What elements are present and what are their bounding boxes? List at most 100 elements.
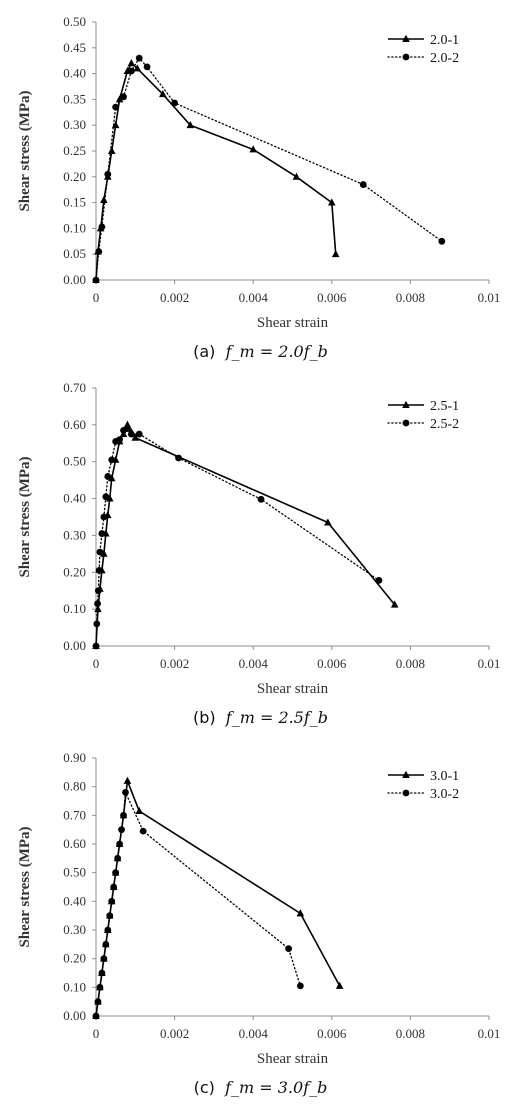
- caption-b-math: f_m = 2.5f_b: [225, 708, 329, 727]
- chart-a-series-2.0-2-point: [104, 170, 112, 178]
- chart-b-xtick-label: 0.004: [239, 656, 269, 671]
- chart-c-ytick-label: 0.00: [63, 1008, 86, 1023]
- chart-a-ytick-label: 0.20: [63, 169, 86, 184]
- chart-c-series-3.0-1-point: [123, 776, 132, 784]
- chart-b-x-axis-title: Shear strain: [257, 681, 329, 697]
- chart-a-series-2.0-1-point: [127, 59, 136, 67]
- chart-a-legend-marker-2.0-1: [402, 34, 410, 42]
- chart-b-series-2.5-1-point: [94, 604, 102, 613]
- chart-b-series-2.5-1-line: [95, 424, 396, 647]
- chart-c-series-3.0-2-point: [104, 926, 112, 934]
- chart-b-legend: 2.5-1 2.5-2: [387, 399, 459, 432]
- chart-c-xtick-label: 0: [93, 1026, 100, 1041]
- chart-c-series-3.0-2-point: [139, 827, 147, 835]
- chart-a-series-2.0-2-point: [120, 93, 127, 101]
- caption-c-label: (c): [193, 1078, 215, 1097]
- chart-c-ytick-label: 0.60: [63, 836, 86, 851]
- caption-b-label: (b): [192, 708, 216, 727]
- chart-a-xtick-label: 0.01: [478, 290, 501, 305]
- chart-c-series-3.0-2-point: [285, 945, 292, 953]
- chart-b-series-2.5-2-point: [98, 530, 106, 537]
- chart-a-series-2.0-1-point: [331, 250, 340, 258]
- chart-b-series-2.5-2-point: [116, 436, 123, 443]
- chart-a-series-2.0-1-point: [100, 195, 108, 203]
- chart-a-y-axis-title: Shear stress (MPa): [17, 90, 33, 211]
- chart-c-legend-label-3.0-2: 3.0-2: [430, 787, 459, 802]
- chart-panel-b: 0.00 0.10 0.20 0.30 0.40 0.50 0.60 0.70 0 0.002 0.…: [0, 366, 521, 727]
- chart-b-series-2.5-2-point: [257, 495, 265, 503]
- caption-a-label: (a): [193, 342, 216, 361]
- chart-b-series-2.5-2-line: [95, 427, 380, 647]
- chart-b-svg: 0.00 0.10 0.20 0.30 0.40 0.50 0.60 0.70 0 0.002 0.…: [17, 380, 500, 697]
- chart-b-series-2.5-1-point: [107, 474, 116, 482]
- chart-c-svg: 0.00 0.10 0.20 0.30 0.40 0.50 0.60 0.70 0.80 0.90…: [17, 750, 501, 1067]
- chart-a-series-2.0-1-point: [159, 90, 167, 98]
- chart-b-ytick-label: 0.20: [63, 564, 86, 579]
- chart-a-series-2.0-1-point: [292, 172, 301, 180]
- chart-c-series-3.0-2-point: [96, 983, 104, 991]
- chart-b-series-2.5-2-point: [375, 576, 383, 584]
- chart-a-legend-label-2.0-1: 2.0-1: [430, 33, 459, 48]
- chart-b-ytick-label: 0.10: [63, 601, 86, 616]
- chart-b-series-2.5-1-point: [390, 600, 399, 608]
- chart-b-series-2.5-1-point: [100, 549, 108, 557]
- chart-c-series-3.0-1-point: [135, 806, 144, 814]
- chart-a-series-2.0-2-line: [95, 57, 443, 281]
- chart-c-series-3.0-2-point: [102, 940, 110, 948]
- chart-c-series-3.0-2-point: [110, 883, 118, 891]
- chart-c-series-3.0-2-point: [116, 840, 123, 848]
- chart-a-series-2.0-2-point: [92, 276, 100, 284]
- chart-c-xtick-label: 0.01: [478, 1026, 501, 1041]
- chart-a-series-2.0-1-point: [249, 145, 257, 153]
- caption-b: (b) f_m = 2.5f_b: [0, 708, 521, 727]
- chart-c-ytick-label: 0.10: [63, 979, 86, 994]
- chart-c-xtick-label: 0.004: [239, 1026, 269, 1041]
- chart-b-series-2.5-1-point: [324, 518, 332, 526]
- chart-b-series-2.5-2-point: [104, 473, 112, 480]
- chart-b-legend-marker-2.5-2: [402, 419, 410, 427]
- chart-a-ytick-label: 0.05: [63, 246, 86, 261]
- chart-a-series-2.0-2-point: [438, 237, 446, 245]
- chart-a-series-2.0-1-point: [186, 121, 195, 129]
- chart-a-svg: 0.00 0.05 0.10 0.15 0.20 0.25 0.30 0.35 0.40 0.45…: [17, 14, 501, 331]
- chart-c-series-3.0-2-line: [95, 791, 302, 1017]
- chart-b-series-2.5-2-point: [94, 587, 102, 595]
- chart-a-series-2.0-1-point: [111, 121, 120, 129]
- chart-a-xtick-label: 0.002: [160, 290, 189, 305]
- chart-a-ytick-label: 0.25: [63, 143, 86, 158]
- chart-a-series-2.0-2-point: [135, 54, 143, 62]
- chart-a-series-2.0-2-point: [112, 103, 120, 111]
- chart-b-series-2.5-2-point: [102, 493, 110, 501]
- chart-b-series-2.5-2-point: [127, 430, 135, 438]
- chart-c-series-3.0-2-point: [108, 897, 116, 905]
- chart-c-series-3.0-2-point: [94, 998, 102, 1006]
- chart-a-xtick-label: 0.006: [317, 290, 347, 305]
- chart-a-legend-label-2.0-2: 2.0-2: [430, 51, 459, 66]
- chart-c-series-3.0-2-point: [114, 854, 122, 862]
- chart-c-ytick-label: 0.20: [63, 951, 86, 966]
- chart-b-legend-marker-2.5-1: [402, 400, 410, 408]
- chart-c-xtick-label: 0.006: [317, 1026, 347, 1041]
- chart-a-series-2.0-2-point: [171, 99, 179, 107]
- chart-c-legend-label-3.0-1: 3.0-1: [430, 769, 459, 784]
- chart-b-series-2.5-2-point: [93, 620, 101, 628]
- chart-b-series-2.5-2-point: [96, 548, 104, 556]
- chart-panel-a: 0.00 0.05 0.10 0.15 0.20 0.25 0.30 0.35 0.40 0.45…: [0, 0, 521, 361]
- chart-b-ytick-label: 0.70: [63, 380, 86, 395]
- chart-b-ytick-label: 0.00: [63, 638, 86, 653]
- chart-c-series-3.0-1-line: [95, 780, 341, 1017]
- chart-a-series-2.0-2-point: [98, 223, 106, 231]
- chart-c-series-3.0-2-point: [92, 1012, 100, 1020]
- chart-a-series-2.0-2-point: [359, 181, 367, 188]
- chart-b-series-2.5-2-point: [100, 513, 108, 521]
- chart-c-y-axis-title: Shear stress (MPa): [17, 826, 33, 947]
- chart-c-x-axis-title: Shear strain: [257, 1051, 329, 1067]
- chart-b-xtick-label: 0.002: [160, 656, 189, 671]
- chart-a-series-2.0-1-point: [328, 198, 336, 206]
- chart-a-ytick-label: 0.45: [63, 40, 86, 55]
- chart-panel-c: 0.00 0.10 0.20 0.30 0.40 0.50 0.60 0.70 0.80 0.90…: [0, 736, 521, 1097]
- chart-a-ytick-label: 0.10: [63, 220, 86, 235]
- chart-b-series-2.5-2-point: [135, 430, 143, 438]
- chart-b-legend-label-2.5-1: 2.5-1: [430, 399, 459, 414]
- chart-c-ytick-label: 0.70: [63, 807, 86, 822]
